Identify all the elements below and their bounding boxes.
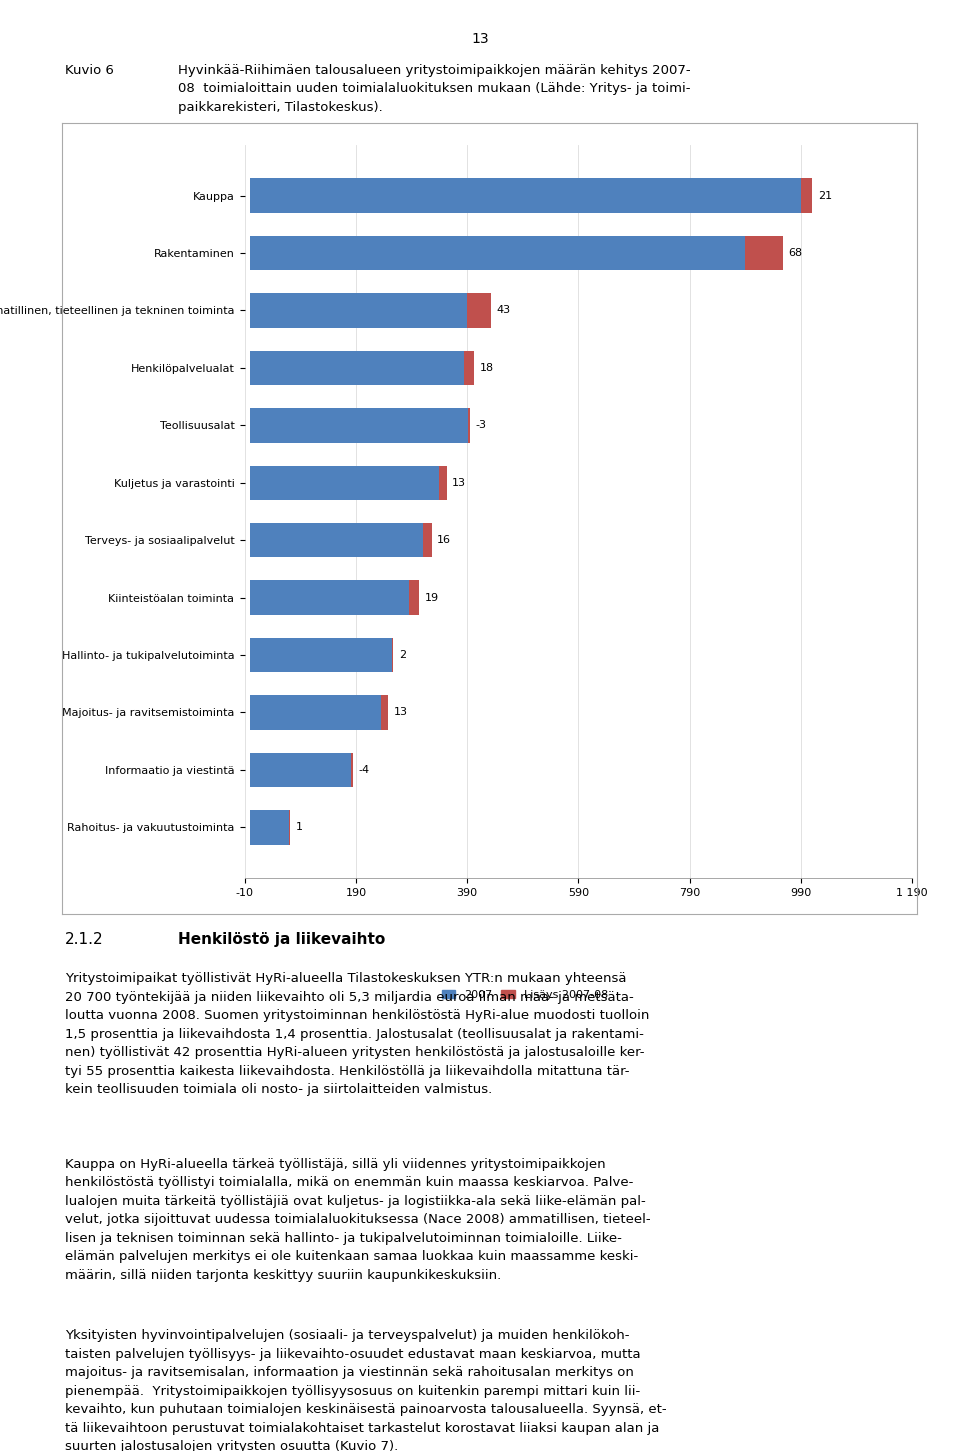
Bar <box>745 237 783 270</box>
Bar <box>251 753 353 786</box>
Bar <box>251 351 465 385</box>
Text: 13: 13 <box>452 477 467 488</box>
Text: 13: 13 <box>394 708 408 717</box>
Text: Kuvio 6: Kuvio 6 <box>65 64 114 77</box>
Text: 13: 13 <box>471 32 489 46</box>
Bar <box>351 753 353 786</box>
Bar <box>468 408 470 443</box>
Text: 19: 19 <box>425 592 439 602</box>
Bar <box>392 638 394 672</box>
Text: 16: 16 <box>437 535 451 546</box>
Bar <box>251 466 440 501</box>
Bar <box>251 580 409 615</box>
Bar <box>251 178 801 213</box>
Bar <box>381 695 388 730</box>
Bar <box>251 638 392 672</box>
Bar <box>251 237 745 270</box>
Bar <box>440 466 446 501</box>
Bar <box>251 408 470 443</box>
Bar <box>409 580 420 615</box>
Text: 43: 43 <box>496 306 511 315</box>
Bar <box>251 522 422 557</box>
Text: 2: 2 <box>398 650 406 660</box>
Legend: 2007, Lisäys 2007-08: 2007, Lisäys 2007-08 <box>438 985 612 1004</box>
Text: 2.1.2: 2.1.2 <box>65 932 104 946</box>
Text: Kauppa on HyRi-alueella tärkeä työllistäjä, sillä yli viidennes yritystoimipaikk: Kauppa on HyRi-alueella tärkeä työllistä… <box>65 1158 651 1281</box>
Bar <box>422 522 432 557</box>
Bar <box>468 293 492 328</box>
Text: Yksityisten hyvinvointipalvelujen (sosiaali- ja terveyspalvelut) ja muiden henki: Yksityisten hyvinvointipalvelujen (sosia… <box>65 1329 667 1451</box>
Text: 18: 18 <box>480 363 494 373</box>
Text: -3: -3 <box>475 421 487 431</box>
Bar <box>251 810 289 844</box>
Text: Henkilöstö ja liikevaihto: Henkilöstö ja liikevaihto <box>178 932 385 946</box>
Text: 1: 1 <box>296 823 302 833</box>
Text: Yritystoimipaikat työllistivät HyRi-alueella Tilastokeskuksen YTR:n mukaan yhtee: Yritystoimipaikat työllistivät HyRi-alue… <box>65 972 650 1096</box>
Bar <box>801 178 812 213</box>
Text: Hyvinkää-Riihimäen talousalueen yritystoimipaikkojen määrän kehitys 2007-
08  to: Hyvinkää-Riihimäen talousalueen yritysto… <box>178 64 690 113</box>
Text: 21: 21 <box>818 190 832 200</box>
Text: 68: 68 <box>788 248 803 258</box>
Bar <box>465 351 474 385</box>
Bar <box>251 695 381 730</box>
Bar <box>251 293 468 328</box>
Text: -4: -4 <box>359 765 370 775</box>
